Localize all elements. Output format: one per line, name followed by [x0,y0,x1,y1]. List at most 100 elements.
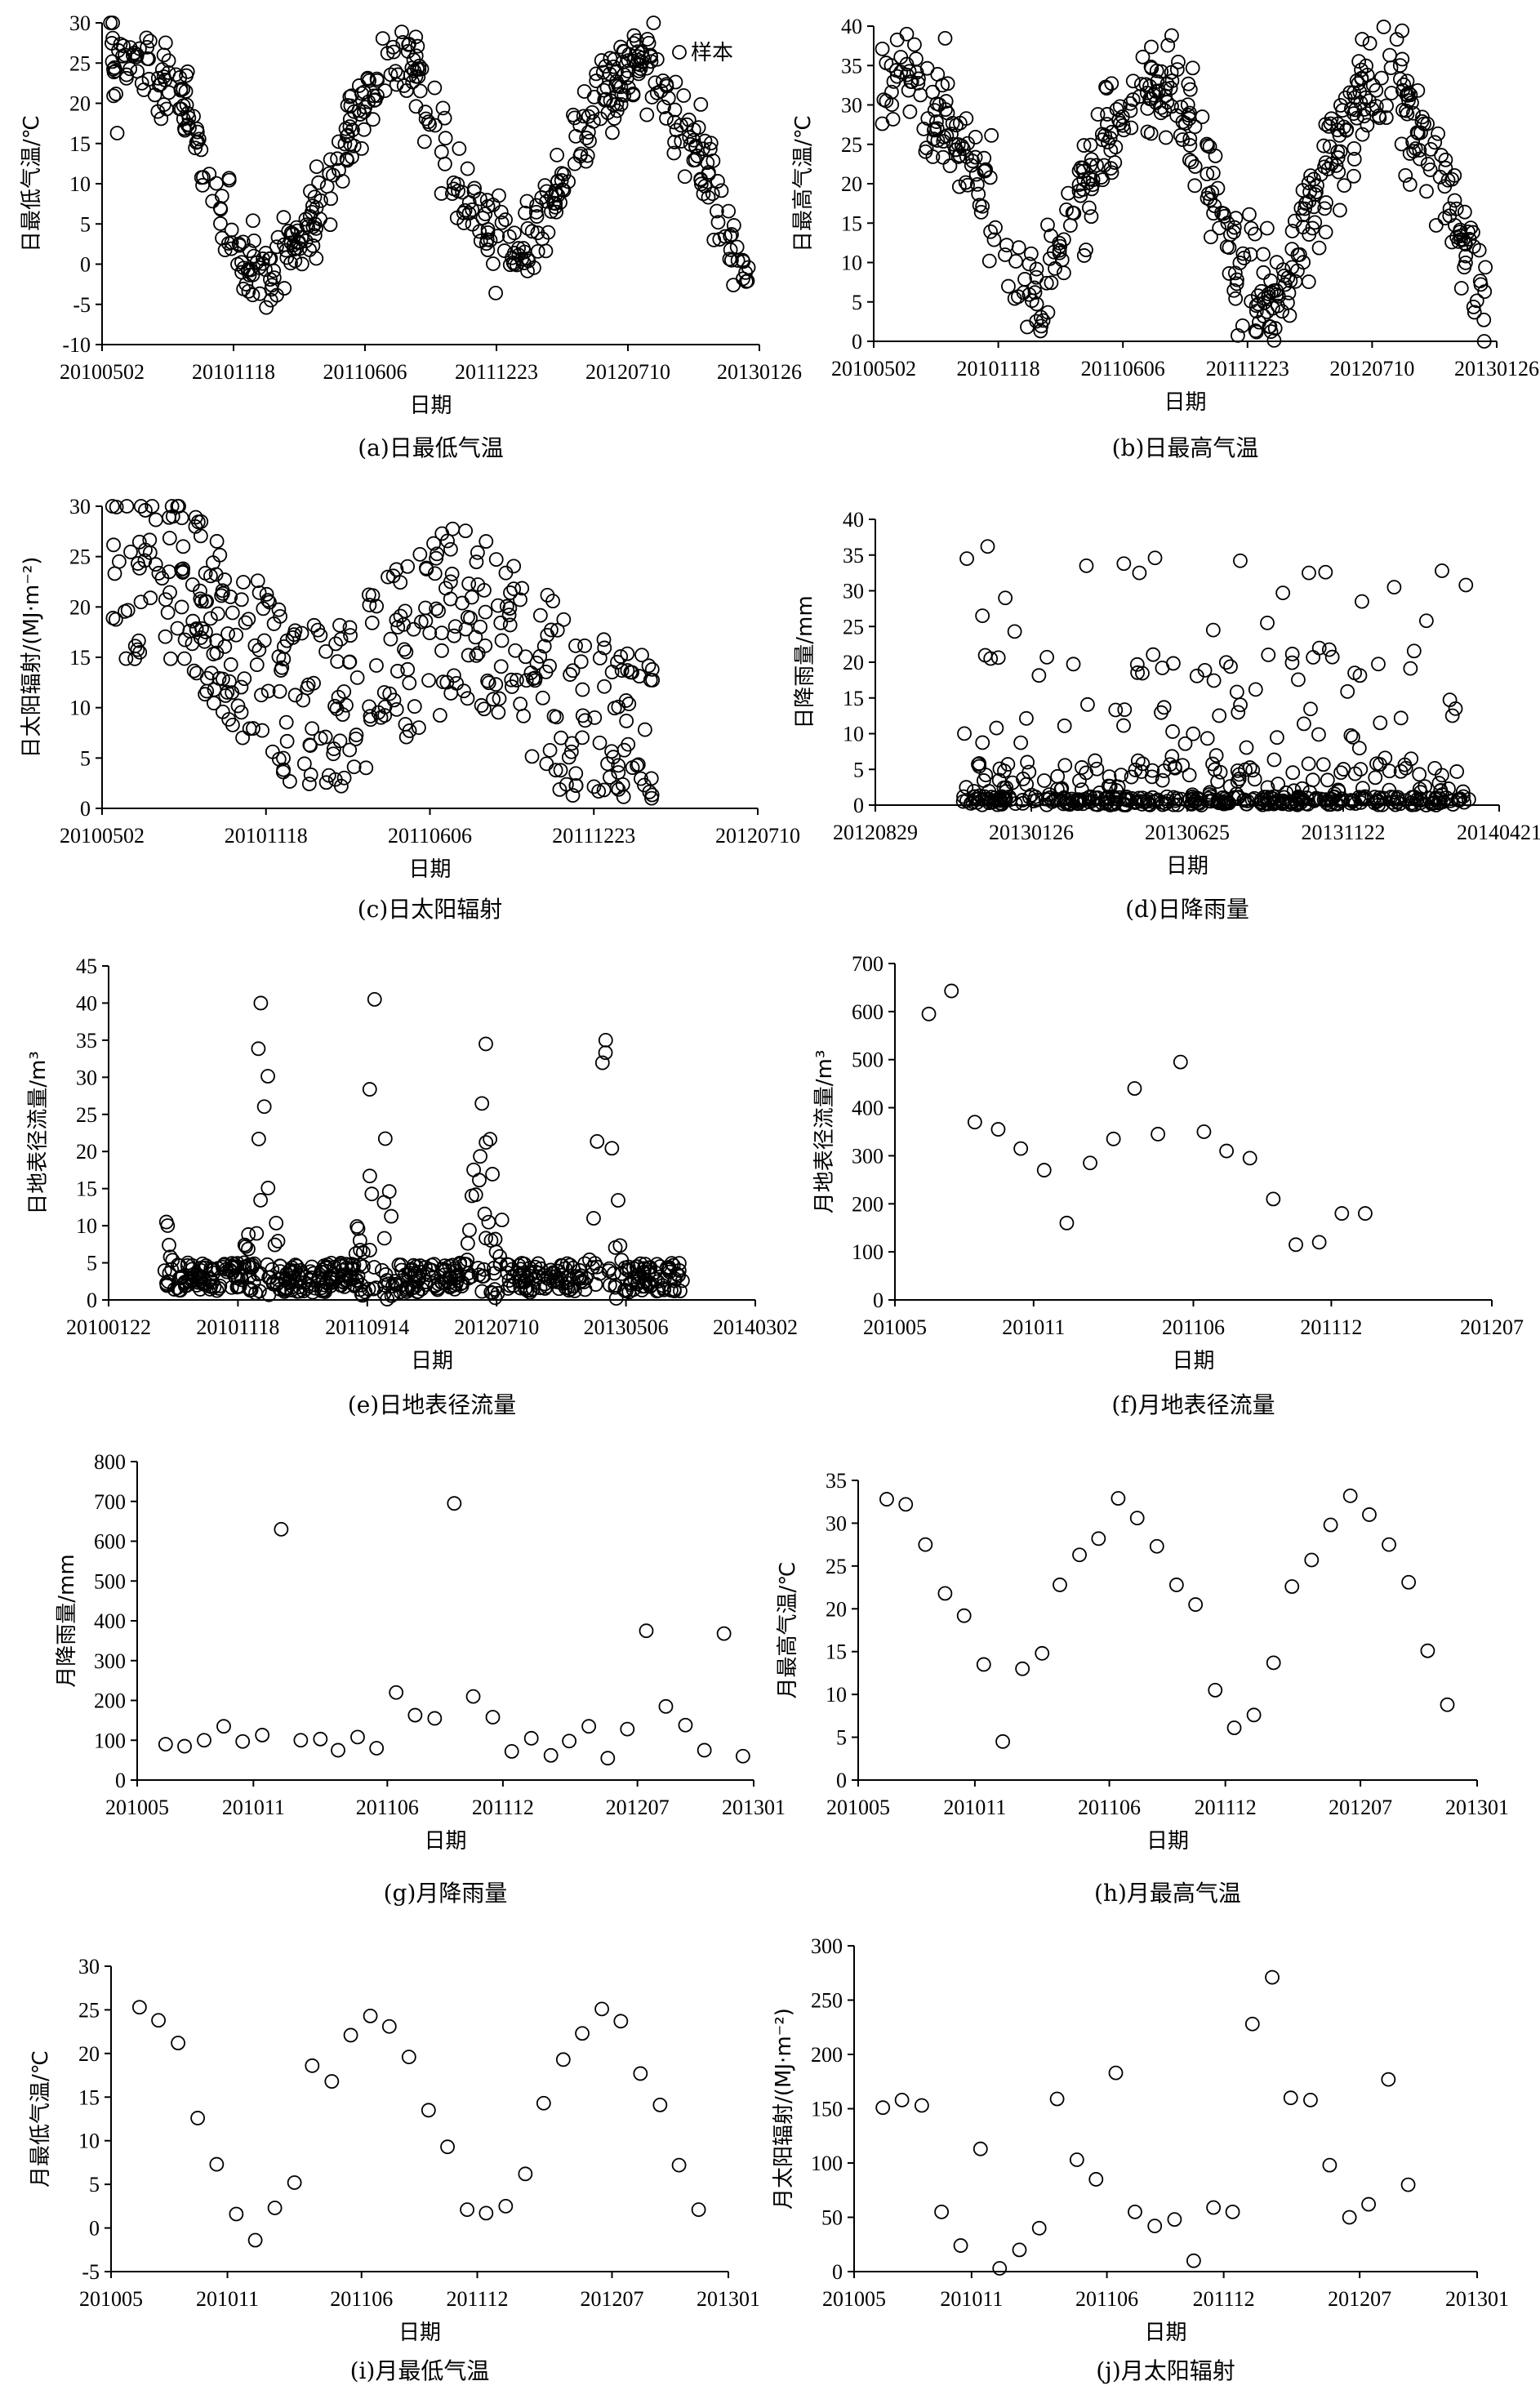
data-point [323,152,338,167]
data-point [364,1186,380,1202]
data-point [158,1214,174,1230]
data-point [336,1268,352,1284]
data-point [194,142,209,158]
y-tick-label: 45 [76,955,97,978]
data-point [376,1231,392,1246]
y-tick-label: 0 [89,2217,100,2241]
data-point [131,633,146,648]
data-point [501,229,517,244]
data-point [1322,2157,1337,2173]
data-point [1248,226,1262,242]
data-point [303,1270,318,1285]
data-point [1110,1491,1126,1506]
data-point [1428,792,1444,808]
data-point [1437,179,1453,194]
panel-caption: (d)日降雨量 [1125,896,1249,923]
data-point [238,615,253,630]
data-point [1001,278,1016,294]
data-point [1066,206,1082,221]
data-point [1108,702,1124,718]
data-point [260,683,276,699]
data-point [1402,177,1418,192]
data-point [294,256,309,272]
data-point [529,655,545,670]
data-point [213,216,228,231]
data-point [1453,791,1468,807]
data-point [1284,242,1300,257]
data-point [106,65,122,80]
data-point [716,1626,732,1641]
data-point [375,31,390,46]
data-point [604,1141,620,1156]
y-tick-label: 100 [811,2152,843,2175]
data-point [1143,91,1159,106]
data-point [1434,148,1449,162]
y-axis-label: 月地表径流量/m³ [812,1050,837,1214]
data-point [182,623,198,639]
data-point [1076,138,1092,153]
data-point [714,183,729,198]
data-point [170,621,185,636]
data-point [722,251,737,267]
data-point [351,103,367,118]
data-point [1392,58,1408,73]
data-point [1376,20,1391,34]
data-point [1031,2220,1047,2236]
data-point [1170,797,1186,812]
data-point [1342,2210,1357,2225]
data-point [972,198,987,213]
data-point [935,78,950,93]
data-point [1261,648,1276,662]
x-tick-label: 201106 [1075,2287,1138,2311]
data-point [255,1728,270,1742]
data-point [666,145,682,161]
data-point [1092,786,1107,800]
data-point [1476,334,1492,349]
y-tick-label: 100 [94,1729,126,1752]
data-point [1031,668,1047,683]
data-point [1208,748,1224,763]
data-point [1305,220,1320,236]
data-point [516,708,532,723]
data-point [133,594,149,610]
data-point [215,704,230,719]
data-point [1020,319,1035,335]
data-point [586,89,602,105]
data-point [1440,1697,1455,1712]
data-point [340,127,355,143]
data-point [598,1032,613,1048]
data-point [1236,251,1252,265]
x-tick-label: 20101118 [957,357,1040,381]
data-point [478,1036,493,1052]
y-tick-label: 400 [852,1097,883,1120]
data-point [138,503,153,518]
data-point [937,30,953,46]
data-point [496,243,512,258]
data-point [501,1281,516,1296]
data-point [1383,60,1399,75]
data-point [265,744,280,759]
data-point [972,759,987,774]
data-point [575,2026,590,2041]
data-point [247,2232,263,2248]
data-point [349,670,365,685]
y-tick-label: 0 [852,330,862,354]
data-point [419,560,434,576]
data-point [193,591,208,607]
x-tick-label: 201005 [105,1796,169,1819]
data-point [412,546,428,562]
data-point [1123,96,1138,111]
y-tick-label: 15 [843,687,864,710]
data-point [1330,150,1346,165]
data-point [613,39,629,55]
data-point [1036,1163,1052,1177]
data-point [1210,774,1226,790]
data-point [550,173,565,189]
data-point [1351,76,1366,91]
data-point [1400,2177,1416,2192]
data-point [255,256,270,271]
data-point [1203,229,1218,245]
data-point [190,2111,206,2125]
data-point [1452,793,1467,808]
data-point [1467,305,1482,320]
